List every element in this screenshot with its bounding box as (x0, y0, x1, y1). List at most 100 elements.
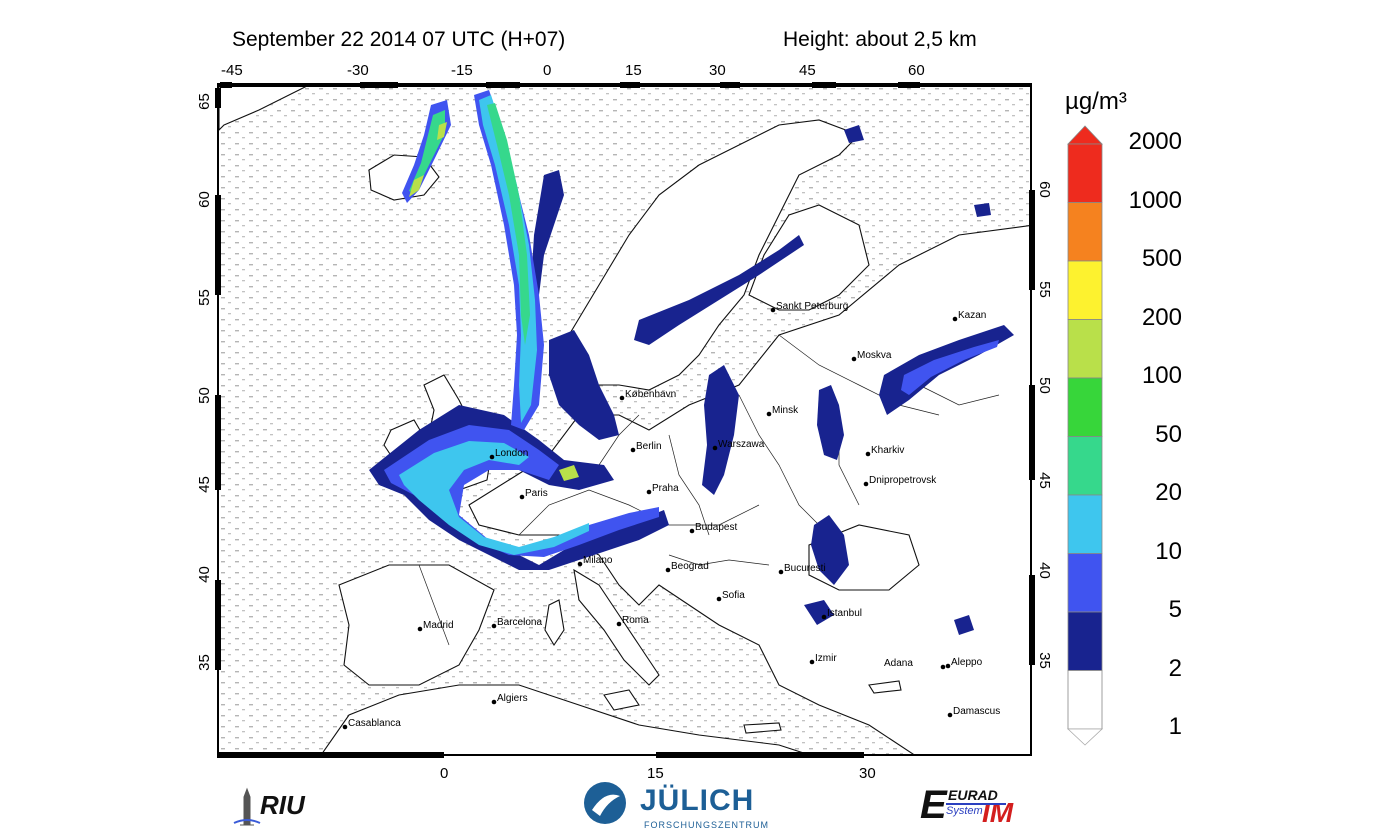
colorbar-segment (1067, 494, 1103, 554)
lon-tick-label: 60 (908, 62, 925, 79)
city-label: Dnipropetrovsk (869, 475, 937, 486)
city-dot (665, 567, 671, 573)
city-dot (417, 626, 423, 632)
lon-tick-label: -30 (347, 62, 369, 79)
frame-tick-bar (215, 395, 221, 490)
frame-tick-bar (898, 82, 920, 88)
julich-subtitle: FORSCHUNGSZENTRUM (644, 820, 769, 830)
city-dot (577, 561, 583, 567)
colorbar-segment (1067, 611, 1103, 671)
city-label: Warszawa (718, 439, 765, 450)
lat-tick-label: 45 (1035, 472, 1053, 489)
city-label: Casablanca (348, 718, 401, 729)
colorbar-level-label: 10 (1155, 537, 1182, 565)
colorbar-level-label: 100 (1141, 362, 1182, 389)
eurad-system-text: System (946, 805, 983, 817)
city-dot (689, 528, 695, 534)
city-label: Damascus (953, 706, 1001, 717)
frame-tick-bar (1029, 385, 1035, 480)
lat-tick-label: 60 (1035, 181, 1053, 198)
city-dot (940, 664, 946, 670)
lat-tick-label: 50 (1035, 377, 1053, 394)
colorbar-segment (1067, 143, 1103, 203)
height-label: Height: about 2,5 km (783, 28, 977, 51)
city-label: Bucuresti (784, 563, 826, 574)
lon-tick-label: 45 (799, 62, 816, 79)
city-label: Minsk (772, 405, 799, 416)
city-dot (491, 699, 497, 705)
lon-tick-label: -45 (221, 62, 243, 79)
colorbar-level-label: 2 (1168, 654, 1182, 682)
frame-tick-bar (215, 88, 221, 108)
city-dot (766, 411, 772, 417)
city-dot (947, 712, 953, 718)
colorbar (1066, 125, 1104, 746)
city-dot (851, 356, 857, 362)
frame-tick-bar (360, 82, 398, 88)
frame-tick-bar (720, 82, 740, 88)
city-dot (342, 724, 348, 730)
country-borders (418, 334, 1000, 646)
city-label: Istanbul (827, 608, 863, 619)
plume-level-10-20 (399, 95, 589, 555)
city-label: Berlin (636, 441, 662, 452)
colorbar-min-arrow (1066, 728, 1104, 746)
lat-tick-label: 60 (195, 191, 213, 208)
city-dot (630, 447, 636, 453)
lon-tick-label: 15 (647, 765, 664, 782)
lon-tick-label: 0 (543, 62, 552, 79)
colorbar-segment (1067, 260, 1103, 320)
julich-logo: JÜLICH FORSCHUNGSZENTRUM (582, 778, 782, 833)
eurad-logo: E EURAD System IM (920, 783, 1014, 828)
colorbar-level-label: 5 (1168, 596, 1182, 623)
map-title: September 22 2014 07 UTC (H+07) (232, 28, 566, 51)
city-label: Milano (583, 555, 613, 566)
frame-tick-bar (215, 580, 221, 670)
city-label: Algiers (497, 693, 528, 704)
city-dot (945, 663, 951, 669)
lat-tick-label: 35 (1035, 652, 1053, 669)
frame-tick-bar (656, 752, 864, 758)
lon-tick-label: 0 (440, 765, 449, 782)
city-label: Adana (884, 658, 913, 669)
frame-tick-bar (1029, 575, 1035, 665)
city-dot (489, 454, 495, 460)
city-label: Izmir (815, 653, 837, 664)
lon-tick-label: 15 (625, 62, 642, 79)
riu-tower-icon (233, 787, 261, 826)
city-markers (342, 307, 958, 730)
lat-tick-label: 55 (195, 289, 213, 306)
city-dot (616, 621, 622, 627)
city-dot (809, 659, 815, 665)
lat-tick-label: 65 (195, 93, 213, 110)
concentration-map[interactable] (217, 83, 1032, 756)
frame-tick-bar (812, 82, 836, 88)
city-label: Sofia (722, 590, 745, 601)
city-label: Kharkiv (871, 445, 905, 456)
city-label: Aleppo (951, 657, 983, 668)
eurad-logo-text: EURAD (948, 787, 998, 803)
city-dot (863, 481, 869, 487)
frame-tick-bar (220, 82, 232, 88)
colorbar-level-label: 500 (1141, 245, 1182, 272)
lat-tick-label: 55 (1035, 281, 1053, 298)
city-dot (865, 451, 871, 457)
city-dot (952, 316, 958, 322)
city-dot (491, 623, 497, 629)
city-dot (646, 489, 652, 495)
lat-tick-label: 50 (195, 387, 213, 404)
city-dot (821, 614, 827, 620)
colorbar-level-label: 200 (1141, 303, 1182, 331)
eurad-im-text: IM (982, 797, 1014, 828)
map-canvas (219, 85, 1030, 754)
city-label: Kazan (958, 310, 987, 321)
city-label: København (625, 389, 677, 400)
city-dot (712, 445, 718, 451)
city-dot (519, 494, 525, 500)
city-dot (716, 596, 722, 602)
julich-logo-text: JÜLICH (640, 784, 755, 817)
city-label: Budapest (695, 522, 738, 533)
colorbar-segment (1067, 202, 1103, 262)
colorbar-segment (1067, 553, 1103, 613)
lat-tick-label: 45 (195, 476, 213, 493)
